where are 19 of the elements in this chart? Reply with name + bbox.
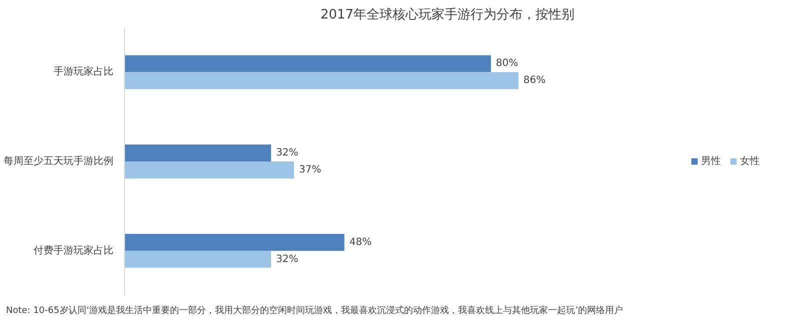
data-label: 48% bbox=[349, 236, 372, 248]
y-tick-label: 付费手游玩家占比 bbox=[34, 244, 114, 256]
data-label: 80% bbox=[496, 58, 518, 70]
bar bbox=[124, 162, 294, 178]
legend-label: 男性 bbox=[701, 154, 721, 168]
bar bbox=[124, 72, 518, 90]
chart-title: 2017年全球核心玩家手游行为分布，按性别 bbox=[320, 6, 575, 22]
data-label: 32% bbox=[276, 148, 298, 159]
data-label: 37% bbox=[298, 164, 322, 176]
bar bbox=[124, 234, 344, 251]
data-label: 86% bbox=[523, 75, 546, 86]
text: Note: 10-65岁认同‘游戏是我生活中重要的一部分，我用大部分的空闲时间玩游戏，我最喜欢沉浸式的动作游戏，我喜欢线上与其他玩家一起玩’的网络用户 bbox=[6, 305, 624, 318]
legend-label: 女性 bbox=[740, 154, 760, 168]
data-label: 32% bbox=[276, 254, 298, 265]
y-tick-label: 每周至少五天玩手游比例 bbox=[4, 155, 114, 167]
bar bbox=[124, 250, 272, 268]
y-tick-label: 手游玩家占比 bbox=[54, 66, 114, 78]
bar bbox=[124, 144, 272, 162]
bar bbox=[124, 55, 491, 72]
